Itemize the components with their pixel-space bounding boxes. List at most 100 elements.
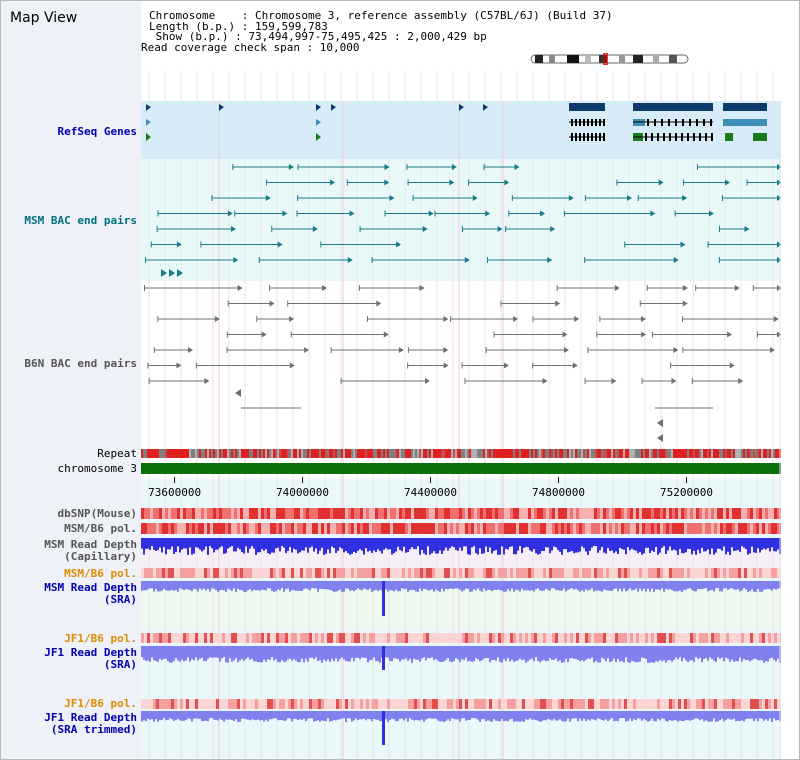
repeat-segment xyxy=(265,449,267,458)
jf1-trimmed-depth-bar xyxy=(673,711,675,721)
msm-b6-pol-sra-cell xyxy=(714,568,717,578)
msm-b6-pol-cell xyxy=(405,523,408,534)
msm-capillary-depth-bar xyxy=(427,538,429,547)
dbsnp-cell xyxy=(735,508,738,519)
jf1-trimmed-depth-bar xyxy=(729,711,731,720)
jf1-b6-pol-cell xyxy=(384,633,387,643)
msm-capillary-depth-bar xyxy=(401,538,403,552)
repeat-segment xyxy=(741,449,743,458)
dbsnp-cell xyxy=(402,508,405,519)
msm-sra-depth-bar xyxy=(689,581,691,589)
repeat-segment xyxy=(445,449,447,458)
msm-capillary-depth-bar xyxy=(319,538,321,551)
jf1-trimmed-depth-bar xyxy=(493,711,495,720)
msm-sra-depth-bar xyxy=(637,581,639,592)
b6n-bac-pair-arrow xyxy=(237,285,243,291)
msm-sra-depth-bar xyxy=(177,581,179,592)
msm-sra-depth-bar xyxy=(393,581,395,592)
msm-b6-pol-sra-cell xyxy=(606,568,609,578)
jf1-trimmed-depth-bar xyxy=(365,711,367,721)
msm-b6-pol-cell xyxy=(297,523,300,534)
jf1-b6-pol-trimmed-cell xyxy=(306,699,309,709)
msm-capillary-depth-bar xyxy=(307,538,309,553)
jf1-b6-pol-cell xyxy=(516,633,519,643)
msm-b6-pol-cell xyxy=(438,523,441,534)
track-label-jf1-depth-sra: JF1 Read Depth (SRA) xyxy=(44,646,137,671)
msm-b6-pol-cell xyxy=(612,523,615,534)
msm-b6-pol-sra-cell xyxy=(531,568,534,578)
jf1-b6-pol-trimmed-cell xyxy=(399,699,402,709)
jf1-b6-pol-trimmed-cell xyxy=(714,699,717,709)
jf1-sra-depth-bar xyxy=(569,646,571,659)
msm-capillary-depth-bar xyxy=(367,538,369,552)
msm-capillary-depth-bar xyxy=(335,538,337,553)
repeat-segment xyxy=(361,449,363,458)
repeat-segment xyxy=(373,449,375,458)
msm-b6-pol-sra-cell xyxy=(726,568,729,578)
msm-b6-pol-cell xyxy=(258,523,261,534)
chromosome-ideogram[interactable] xyxy=(529,53,691,65)
jf1-b6-pol-cell xyxy=(180,633,183,643)
dbsnp-cell xyxy=(669,508,672,519)
repeat-segment xyxy=(189,449,191,458)
jf1-sra-depth-bar xyxy=(549,646,551,659)
msm-capillary-depth-bar xyxy=(619,538,621,548)
msm-b6-pol-cell xyxy=(294,523,297,534)
jf1-sra-depth-bar xyxy=(701,646,703,663)
jf1-sra-depth-bar xyxy=(465,646,467,658)
jf1-sra-depth-bar xyxy=(361,646,363,658)
gene-exon xyxy=(699,133,701,141)
jf1-b6-pol-cell xyxy=(588,633,591,643)
msm-sra-depth-bar xyxy=(365,581,367,590)
dbsnp-cell xyxy=(288,508,291,519)
msm-capillary-depth-bar xyxy=(699,538,701,554)
msm-sra-depth-bar xyxy=(681,581,683,592)
msm-sra-depth-bar xyxy=(303,581,305,590)
ideogram-band xyxy=(585,55,591,63)
jf1-sra-depth-bar xyxy=(287,646,289,660)
msm-capillary-depth-bar xyxy=(359,538,361,550)
genome-track-plot[interactable]: 73600000 74000000 74400000 74800000 75200000 xyxy=(141,1,781,760)
msm-capillary-depth-bar xyxy=(617,538,619,554)
msm-sra-depth-bar xyxy=(431,581,433,590)
jf1-b6-pol-cell xyxy=(252,633,255,643)
jf1-b6-pol-cell xyxy=(171,633,174,643)
jf1-b6-pol-trimmed-cell xyxy=(261,699,264,709)
msm-sra-depth-bar xyxy=(653,581,655,592)
jf1-b6-pol-trimmed-cell xyxy=(741,699,744,709)
msm-sra-depth-bar xyxy=(769,581,771,590)
jf1-sra-depth-bar xyxy=(657,646,659,662)
jf1-b6-pol-cell xyxy=(399,633,402,643)
msm-sra-depth-bar xyxy=(281,581,283,589)
repeat-segment xyxy=(275,449,277,458)
msm-b6-pol-cell xyxy=(546,523,549,534)
jf1-trimmed-depth-bar xyxy=(353,711,355,721)
jf1-sra-depth-bar xyxy=(709,646,711,658)
jf1-trimmed-depth-bar xyxy=(665,711,667,721)
jf1-b6-pol-trimmed-cell xyxy=(183,699,186,709)
dbsnp-cell xyxy=(480,508,483,519)
msm-b6-pol-sra-cell xyxy=(252,568,255,578)
jf1-trimmed-depth-bar xyxy=(311,711,313,719)
dbsnp-cell xyxy=(753,508,756,519)
dbsnp-cell xyxy=(387,508,390,519)
msm-b6-pol-sra-cell xyxy=(375,568,378,578)
jf1-b6-pol-trimmed-cell xyxy=(729,699,732,709)
msm-sra-depth-bar xyxy=(313,581,315,589)
msm-sra-depth-bar xyxy=(415,581,417,592)
msm-sra-depth-bar xyxy=(651,581,653,589)
msm-b6-pol-sra-cell xyxy=(543,568,546,578)
msm-capillary-depth-bar xyxy=(647,538,649,548)
msm-b6-pol-cell xyxy=(705,523,708,534)
msm-capillary-depth-bar xyxy=(403,538,405,547)
track-label-dbsnp: dbSNP(Mouse) xyxy=(57,507,137,520)
jf1-trimmed-depth-bar xyxy=(339,711,341,720)
msm-capillary-depth-bar xyxy=(449,538,451,549)
jf1-b6-pol-cell xyxy=(612,633,615,643)
msm-capillary-depth-bar xyxy=(695,538,697,555)
jf1-sra-depth-bar xyxy=(155,646,157,662)
jf1-b6-pol-trimmed-cell xyxy=(675,699,678,709)
msm-b6-pol-cell xyxy=(579,523,582,534)
jf1-sra-depth-bar xyxy=(607,646,609,659)
jf1-b6-pol-cell xyxy=(657,633,660,643)
